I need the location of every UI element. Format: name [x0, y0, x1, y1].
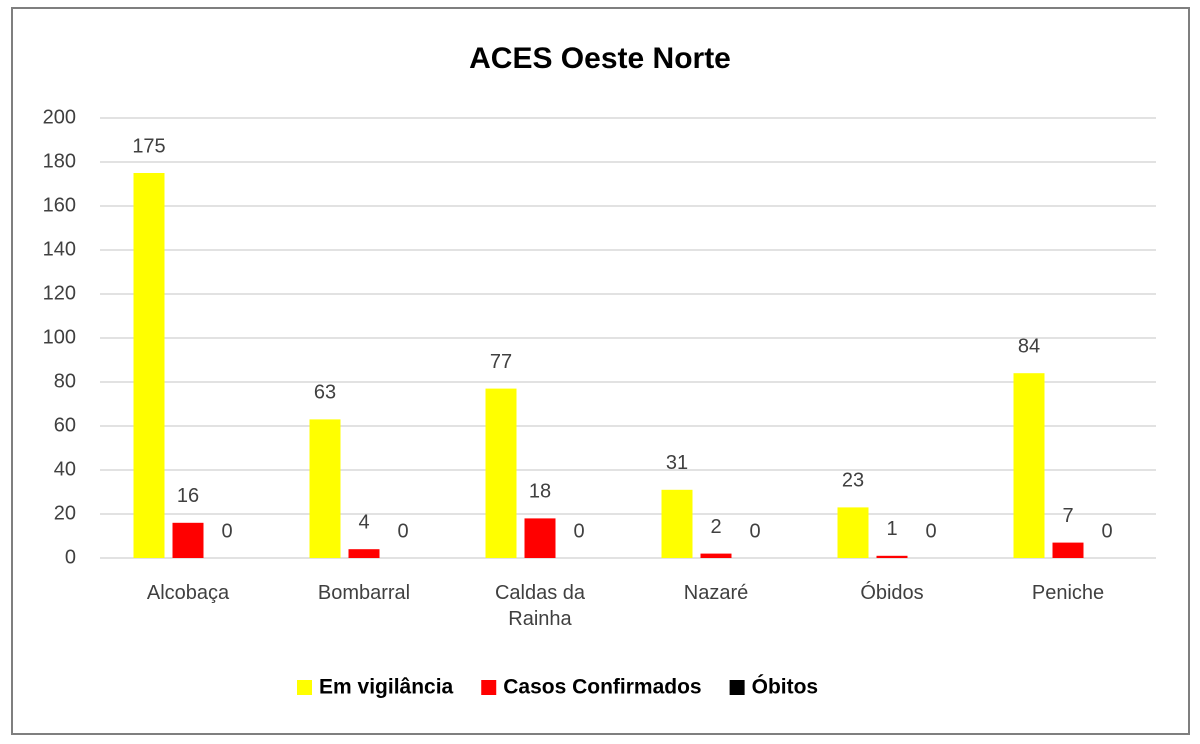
- value-label: 77: [490, 351, 512, 373]
- value-label: 0: [749, 520, 760, 542]
- legend-label: Óbitos: [752, 675, 819, 699]
- value-label: 2: [710, 516, 721, 538]
- bar: [348, 549, 380, 558]
- bar: [133, 173, 165, 558]
- value-label: 16: [177, 485, 199, 507]
- y-tick-label: 160: [43, 194, 76, 216]
- legend-swatch: [297, 680, 312, 695]
- y-tick-label: 80: [54, 370, 76, 392]
- x-tick-label: Bombarral: [317, 582, 411, 604]
- x-tick-label: Peniche: [1031, 582, 1105, 604]
- value-label: 31: [666, 452, 688, 474]
- y-tick-label: 60: [54, 414, 76, 436]
- bar: [172, 522, 204, 558]
- bar: [1013, 373, 1045, 558]
- value-label: 0: [925, 520, 936, 542]
- chart-title: ACES Oeste Norte: [469, 42, 731, 75]
- x-tick-label: Caldas da Rainha: [494, 582, 586, 630]
- bar: [700, 553, 732, 558]
- y-tick-label: 40: [54, 458, 76, 480]
- x-tick-label: Nazaré: [683, 582, 749, 604]
- y-tick-label: 140: [43, 238, 76, 260]
- x-tick-label: Alcobaça: [146, 582, 230, 604]
- value-label: 1: [886, 518, 897, 540]
- legend-label: Em vigilância: [319, 676, 454, 699]
- legend-label: Casos Confirmados: [503, 676, 701, 699]
- bar: [837, 507, 869, 558]
- value-label: 0: [397, 520, 408, 542]
- bar: [1052, 542, 1084, 558]
- chart-frame: [11, 7, 1190, 735]
- bar: [485, 388, 517, 558]
- y-tick-label: 180: [43, 150, 76, 172]
- value-label: 84: [1018, 335, 1040, 357]
- value-label: 0: [573, 520, 584, 542]
- value-label: 7: [1062, 505, 1073, 527]
- value-label: 63: [314, 382, 336, 404]
- x-tick-label: Óbidos: [860, 582, 924, 604]
- bar: [524, 518, 556, 558]
- bar: [661, 489, 693, 558]
- value-label: 175: [132, 135, 165, 157]
- value-label: 4: [358, 511, 369, 533]
- bar: [309, 419, 341, 558]
- y-tick-label: 0: [65, 546, 76, 568]
- value-label: 18: [529, 481, 551, 503]
- bar: [876, 555, 908, 558]
- legend-swatch: [729, 680, 745, 695]
- y-tick-label: 20: [54, 502, 76, 524]
- value-label: 0: [1101, 520, 1112, 542]
- y-tick-label: 200: [43, 106, 76, 128]
- value-label: 23: [842, 470, 864, 492]
- y-tick-label: 120: [43, 282, 76, 304]
- value-label: 0: [221, 520, 232, 542]
- y-tick-label: 100: [43, 326, 76, 348]
- legend-swatch: [481, 680, 497, 695]
